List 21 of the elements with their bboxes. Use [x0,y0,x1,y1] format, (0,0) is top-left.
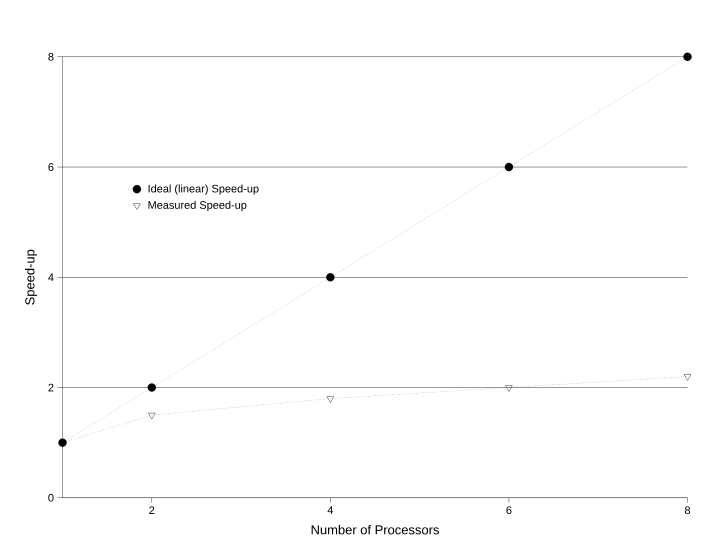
point [683,52,692,61]
y-tick-label: 6 [48,163,54,171]
point [684,374,692,381]
point [504,162,514,172]
point [505,385,513,392]
point [148,383,156,392]
point [326,396,334,403]
x-tick-label: 2 [149,506,154,514]
x-tick-label: 4 [328,506,334,514]
legend-label: Ideal (linear) Speed-up [148,184,259,195]
point [326,273,335,282]
y-tick-label: 2 [48,384,54,392]
x-tick-label: 8 [684,506,690,514]
y-tick-label: 4 [48,274,54,282]
x-axis-title: Number of Processors [312,524,439,534]
y-tick-label: 8 [48,52,54,61]
point [148,412,156,420]
y-tick-label: 0 [48,494,54,502]
y-axis-title: Speed-up [24,250,38,305]
x-tick-label: 6 [506,506,512,514]
legend-label: Measured Speed-up [148,200,246,212]
